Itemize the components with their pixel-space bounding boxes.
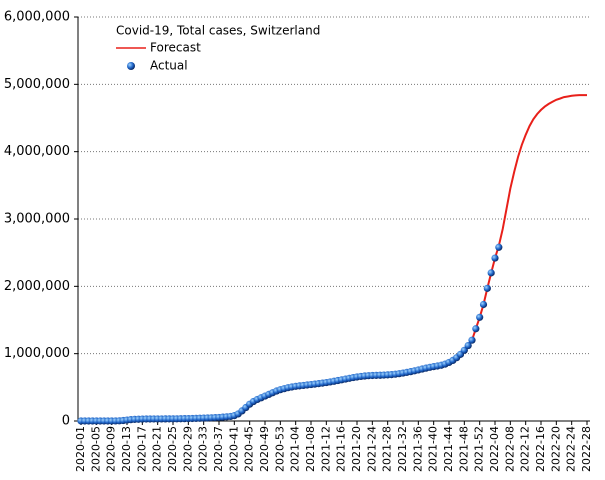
actual-point [472,325,480,333]
actual-point [491,254,499,262]
x-tick-label: 2021-52 [473,426,486,472]
x-tick-label: 2021-12 [319,426,332,472]
actual-point [479,300,488,309]
x-tick-label: 2021-28 [381,426,394,472]
forecast-line [81,94,587,422]
x-tick-label: 2020-13 [120,426,133,472]
actual-point [476,313,484,321]
x-tick-label: 2020-45 [243,426,256,472]
x-tick-label: 2020-53 [273,426,286,472]
x-tick-label: 2021-04 [289,426,302,472]
x-tick-label: 2022-04 [488,426,501,472]
actual-point [464,341,472,350]
legend-swatch [127,62,135,70]
x-tick-label: 2021-36 [411,426,424,472]
y-tick-label: 2,000,000 [4,279,70,294]
y-tick-label: 3,000,000 [4,212,70,227]
actual-point [495,243,503,251]
x-tick-label: 2021-40 [427,426,440,472]
x-tick-label: 2020-37 [212,426,225,472]
y-tick-label: 1,000,000 [4,346,70,361]
legend-label: Actual [150,59,188,73]
x-tick-label: 2020-41 [227,426,240,472]
x-tick-label: 2020-09 [105,426,118,472]
x-tick-label: 2021-08 [304,426,317,472]
y-tick-label: 5,000,000 [4,77,70,92]
x-tick-label: 2022-08 [503,426,516,472]
x-tick-label: 2021-20 [350,426,363,472]
x-tick-label: 2020-49 [258,426,271,472]
x-tick-label: 2020-05 [89,426,102,472]
y-tick-label: 4,000,000 [4,144,70,159]
actual-point [487,269,495,277]
x-tick-label: 2021-32 [396,426,409,472]
x-tick-label: 2022-12 [519,426,532,472]
x-tick-label: 2022-24 [565,426,578,472]
x-tick-label: 2020-33 [197,426,210,472]
x-tick-label: 2020-01 [74,426,87,472]
x-tick-label: 2021-44 [442,426,455,472]
actual-point [483,284,491,292]
legend-label: Forecast [150,41,201,55]
x-tick-label: 2021-24 [365,426,378,472]
x-tick-label: 2020-29 [181,426,194,472]
chart-title: Covid-19, Total cases, Switzerland [116,24,320,38]
actual-point [468,336,476,344]
y-tick-label: 6,000,000 [4,10,70,25]
x-tick-label: 2020-17 [135,426,148,472]
x-tick-label: 2022-28 [580,426,593,472]
x-tick-label: 2021-16 [335,426,348,472]
x-tick-label: 2020-25 [166,426,179,472]
x-tick-label: 2022-16 [534,426,547,472]
y-tick-label: 0 [62,414,70,429]
x-tick-label: 2020-21 [151,426,164,472]
x-tick-label: 2021-48 [457,426,470,472]
x-tick-label: 2022-20 [549,426,562,472]
